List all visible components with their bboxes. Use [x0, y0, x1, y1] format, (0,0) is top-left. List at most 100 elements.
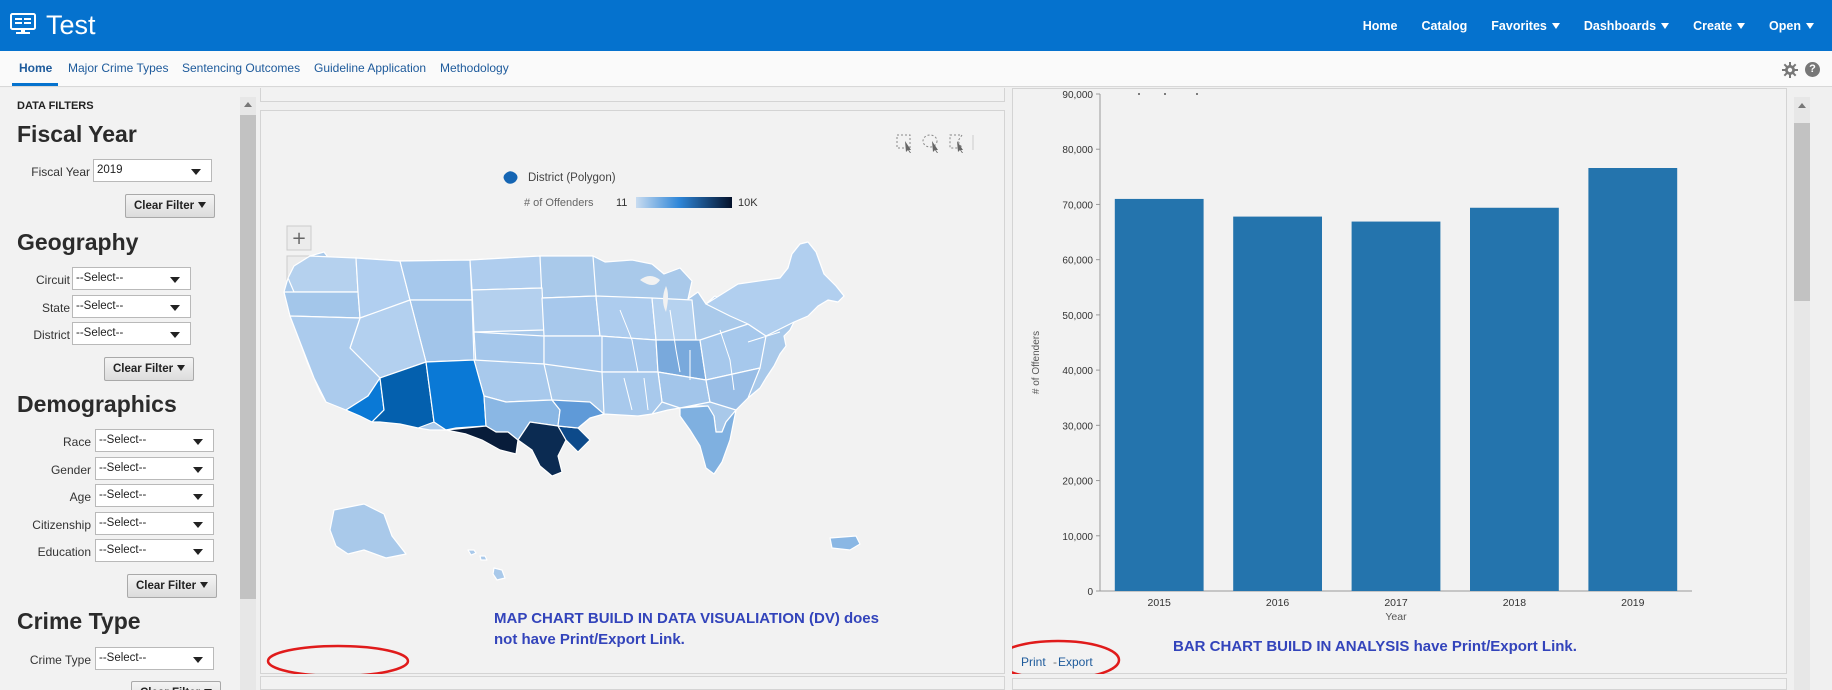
tab-sentencing-outcomes[interactable]: Sentencing Outcomes — [182, 61, 301, 75]
region-puerto-rico[interactable] — [829, 535, 861, 551]
race-select[interactable]: --Select-- — [95, 429, 214, 452]
nav-label: Open — [1769, 18, 1801, 33]
nav-catalog[interactable]: Catalog — [1421, 19, 1467, 33]
fiscal-year-select[interactable]: 2019 — [93, 159, 212, 182]
region-new-mexico[interactable] — [425, 359, 487, 431]
tab-guideline-application[interactable]: Guideline Application — [314, 61, 427, 75]
age-value: --Select-- — [99, 489, 147, 501]
chevron-down-icon — [191, 169, 201, 175]
y-tick-label: 50,000 — [1062, 311, 1093, 322]
bar-2019[interactable] — [1588, 167, 1678, 591]
tab-home[interactable]: Home — [19, 61, 53, 75]
bar-2018[interactable] — [1470, 207, 1559, 591]
citizenship-select[interactable]: --Select-- — [95, 512, 214, 535]
gender-select[interactable]: --Select-- — [95, 457, 214, 480]
crime-type-select[interactable]: --Select-- — [95, 647, 214, 670]
x-tick-label: 2015 — [1148, 597, 1172, 609]
content-scrollbar[interactable] — [1794, 97, 1810, 690]
age-select[interactable]: --Select-- — [95, 484, 214, 507]
caret-down-icon — [177, 365, 186, 371]
circuit-value: --Select-- — [76, 272, 124, 284]
sidebar-scrollbar-thumb[interactable] — [240, 115, 256, 599]
export-link[interactable]: Export — [1058, 655, 1093, 669]
y-axis-title: # of Offenders — [1031, 331, 1042, 394]
link-separator: - — [1053, 655, 1057, 669]
caret-down-icon — [1551, 22, 1560, 29]
legend-min-label: 11 — [616, 197, 627, 209]
help-icon[interactable]: ? — [1805, 62, 1820, 77]
export-link-highlight-ellipse — [1012, 639, 1121, 674]
region-alaska[interactable] — [329, 503, 407, 559]
scroll-up-icon[interactable] — [244, 102, 252, 107]
caret-down-icon — [1661, 22, 1670, 29]
nav-home[interactable]: Home — [1363, 19, 1398, 33]
chevron-down-icon — [193, 657, 203, 663]
x-tick-label: 2018 — [1503, 597, 1527, 609]
y-tick-label: 30,000 — [1062, 421, 1093, 432]
citizenship-label: Citizenship — [32, 518, 91, 532]
sidebar-scrollbar[interactable] — [240, 97, 256, 690]
clear-filter-label: Clear Filter — [140, 687, 200, 690]
nav-create[interactable]: Create — [1693, 19, 1746, 33]
region-hawaii[interactable] — [467, 549, 506, 581]
bar-2016[interactable] — [1233, 216, 1322, 592]
nav-label: Favorites — [1491, 18, 1547, 33]
citizenship-value: --Select-- — [99, 517, 147, 529]
district-select[interactable]: --Select-- — [72, 322, 191, 345]
region-louisiana[interactable] — [551, 399, 605, 429]
district-label: District — [33, 328, 70, 342]
fiscal-year-clear-filter-button[interactable]: Clear Filter — [125, 194, 216, 218]
top-bar: Test Home Catalog Favorites Dashboards Creat… — [0, 0, 1832, 51]
tab-major-crime-types[interactable]: Major Crime Types — [68, 61, 169, 75]
clear-filter-label: Clear Filter — [134, 200, 195, 212]
state-select[interactable]: --Select-- — [72, 295, 191, 318]
marquee-select-icon[interactable] — [949, 134, 963, 153]
y-tick-label: 60,000 — [1062, 256, 1093, 267]
crime-type-clear-filter-button[interactable]: Clear Filter — [131, 681, 222, 690]
scroll-up-icon[interactable] — [1798, 103, 1806, 108]
y-tick-label: 40,000 — [1062, 366, 1093, 377]
chevron-down-icon — [193, 522, 203, 528]
us-district-map[interactable] — [283, 241, 861, 581]
rectangle-select-icon[interactable] — [896, 134, 911, 153]
region-texas-south[interactable] — [517, 421, 567, 477]
nav-open[interactable]: Open — [1769, 19, 1814, 33]
bar-annotation: BAR CHART BUILD IN ANALYSIS have Print/E… — [1173, 638, 1577, 655]
bar-2017[interactable] — [1351, 221, 1441, 591]
filters-sidebar: DATA FILTERS Fiscal Year Fiscal Year 201… — [0, 88, 240, 690]
geography-clear-filter-button[interactable]: Clear Filter — [104, 357, 195, 381]
geography-heading: Geography — [17, 229, 139, 255]
print-link[interactable]: Print — [1021, 655, 1046, 669]
state-value: --Select-- — [76, 300, 124, 312]
demographics-heading: Demographics — [17, 391, 177, 417]
bar-2015[interactable] — [1114, 198, 1204, 591]
region-texas-west[interactable] — [445, 425, 519, 455]
chevron-down-icon — [193, 549, 203, 555]
y-tick-label: 0 — [1087, 587, 1093, 598]
y-tick-label: 70,000 — [1062, 200, 1093, 211]
map-visualization: District (Polygon) # of Offenders 11 10K… — [266, 134, 974, 674]
chevron-down-icon — [193, 439, 203, 445]
monitor-icon[interactable] — [10, 13, 36, 35]
caret-down-icon — [198, 202, 207, 208]
map-panel-footer-strip — [260, 676, 1005, 690]
content-scrollbar-thumb[interactable] — [1794, 123, 1810, 301]
demographics-clear-filter-button[interactable]: Clear Filter — [127, 574, 218, 598]
chevron-down-icon — [193, 467, 203, 473]
circuit-select[interactable]: --Select-- — [72, 267, 191, 290]
age-label: Age — [69, 490, 91, 504]
zoom-in-button[interactable]: + — [286, 225, 312, 251]
lake-michigan-shape — [663, 286, 668, 312]
tab-methodology[interactable]: Methodology — [440, 61, 509, 75]
clear-filter-label: Clear Filter — [136, 580, 197, 592]
y-tick-label: 20,000 — [1062, 477, 1093, 488]
gender-label: Gender — [50, 463, 91, 477]
nav-dashboards[interactable]: Dashboards — [1584, 19, 1670, 33]
lasso-select-icon[interactable] — [922, 134, 938, 153]
gear-icon[interactable] — [1782, 62, 1798, 78]
y-tick-label: 10,000 — [1062, 532, 1093, 543]
nav-favorites[interactable]: Favorites — [1491, 19, 1560, 33]
nav-label: Home — [1362, 18, 1398, 33]
x-tick-label: 2016 — [1266, 597, 1290, 609]
education-select[interactable]: --Select-- — [95, 539, 214, 562]
